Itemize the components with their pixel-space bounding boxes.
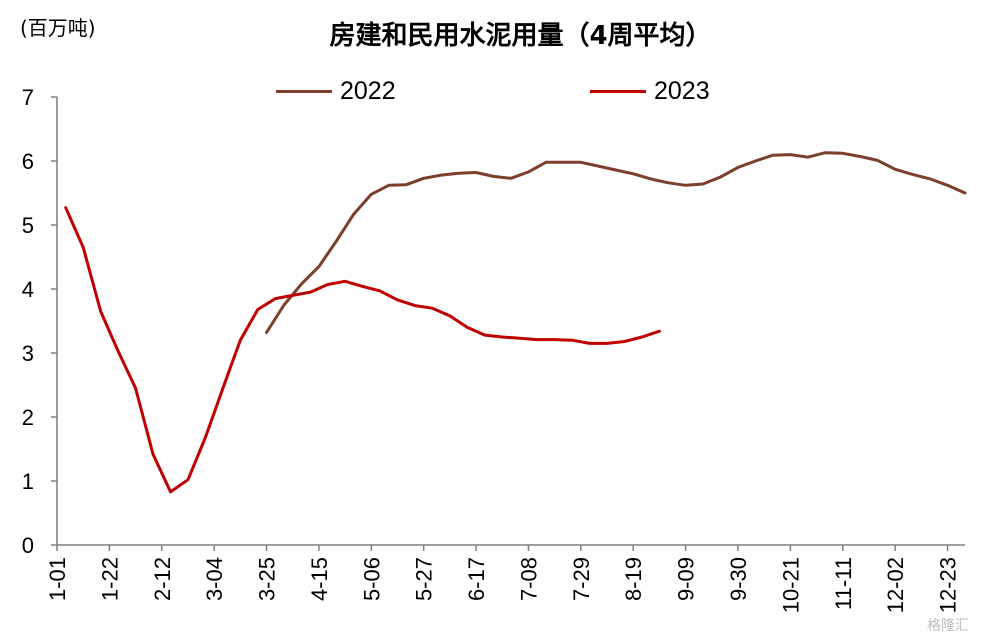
x-tick-label: 8-19 <box>621 557 646 601</box>
x-tick-label: 4-15 <box>307 557 332 601</box>
x-tick-label: 12-02 <box>883 557 908 613</box>
y-tick-label: 5 <box>22 213 34 238</box>
x-tick-label: 1-22 <box>97 557 122 601</box>
series-line-2023 <box>64 206 661 494</box>
watermark-text: 格隆汇 <box>927 618 969 634</box>
x-tick-label: 9-30 <box>726 557 751 601</box>
legend-label-2022: 2022 <box>340 76 396 105</box>
x-tick-label: 5-06 <box>359 557 384 601</box>
x-tick-label: 2-12 <box>150 557 175 601</box>
x-tick-label: 10-21 <box>778 557 803 613</box>
x-tick-label: 12-23 <box>936 557 961 613</box>
legend-label-2023: 2023 <box>654 76 710 105</box>
x-tick-label: 11-11 <box>831 557 856 610</box>
x-tick-label: 1-01 <box>45 557 70 601</box>
y-tick-label: 2 <box>22 405 34 430</box>
legend-swatch-2023 <box>590 89 646 93</box>
y-tick-label: 0 <box>22 533 34 558</box>
y-tick-label: 6 <box>22 149 34 174</box>
legend-item-2023: 2023 <box>590 76 710 106</box>
x-tick-label: 7-08 <box>516 557 541 601</box>
chart-title: 房建和民用水泥用量（4周平均） <box>329 21 712 51</box>
y-unit-label: (百万吨) <box>20 16 96 40</box>
y-tick-label: 1 <box>22 469 34 494</box>
legend-item-2022: 2022 <box>276 76 396 106</box>
y-tick-label: 4 <box>22 277 34 302</box>
legend-swatch-2022 <box>276 89 332 93</box>
x-tick-label: 3-04 <box>202 557 227 601</box>
x-tick-label: 9-09 <box>674 557 699 601</box>
x-tick-label: 5-27 <box>412 557 437 601</box>
series-line-2022 <box>265 151 967 334</box>
y-tick-label: 3 <box>22 341 34 366</box>
x-tick-label: 6-17 <box>464 557 489 601</box>
y-tick-label: 7 <box>22 85 34 110</box>
x-tick-label: 7-29 <box>569 557 594 601</box>
x-tick-label: 3-25 <box>255 557 280 601</box>
